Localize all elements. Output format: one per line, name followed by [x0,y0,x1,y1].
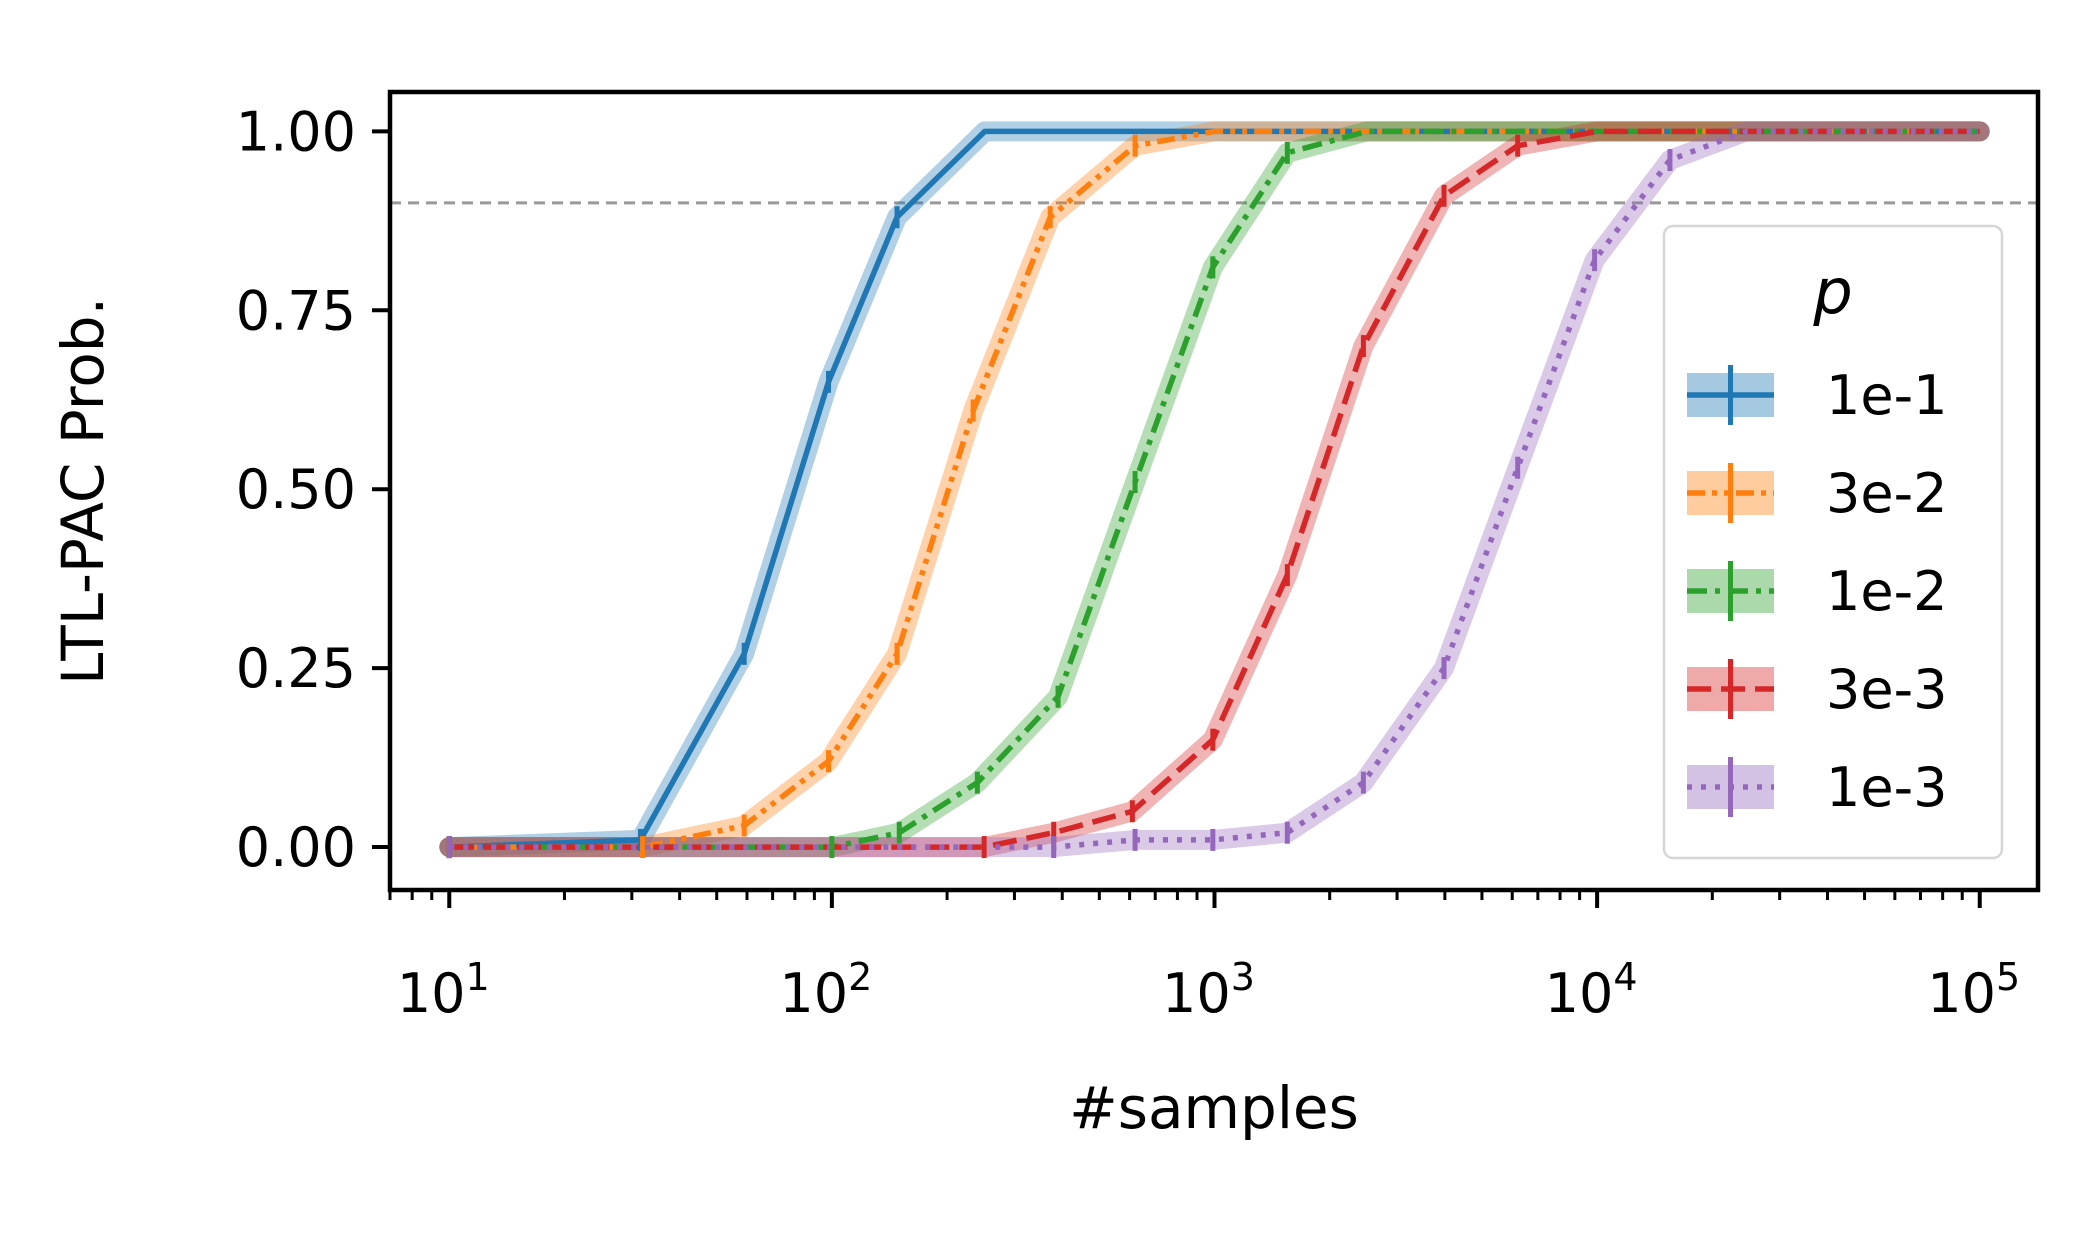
legend-item-1e-3: 1e-3 [1687,756,1947,819]
y-axis-ticks: 0.00 0.25 0.50 0.75 1.00 [236,100,390,879]
legend-frame [1662,224,2004,860]
y-tick-label: 0.50 [236,458,356,521]
x-tick-label: 105 [1927,955,2020,1025]
legend: p 1e-1 3e-2 1e-2 3e-3 1e-3 [1662,224,2004,860]
legend-item-1e-1: 1e-1 [1687,364,1947,427]
y-tick-label: 1.00 [236,100,356,163]
y-tick-label: 0.25 [236,637,356,700]
legend-label-1e-1: 1e-1 [1826,364,1947,427]
y-axis-label: LTL-PAC Prob. [49,297,117,685]
x-tick-label: 102 [779,955,872,1025]
legend-item-1e-2: 1e-2 [1687,560,1947,623]
series-line-3e-2 [449,128,1980,850]
series-line-1e-3 [449,128,1980,850]
x-tick-label: 104 [1545,955,1638,1025]
legend-title: p [1812,255,1852,328]
plot-frame [387,89,2041,893]
x-axis-label: #samples [1069,1074,1359,1142]
series-errorbar-markers [446,134,1673,859]
x-axis-ticks: 101 102 103 104 105 [388,890,2020,1025]
legend-label-3e-2: 3e-2 [1826,462,1947,525]
legend-label-1e-2: 1e-2 [1826,560,1947,623]
legend-label-1e-3: 1e-3 [1826,756,1947,819]
legend-label-3e-3: 3e-3 [1826,658,1947,721]
x-tick-label: 103 [1162,955,1255,1025]
y-tick-label: 0.00 [236,816,356,879]
y-tick-label: 0.75 [236,279,356,342]
series-line-1e-2 [449,128,1980,850]
x-tick-label: 101 [397,955,490,1025]
legend-item-3e-3: 3e-3 [1687,658,1947,721]
legend-item-3e-2: 3e-2 [1687,462,1947,525]
